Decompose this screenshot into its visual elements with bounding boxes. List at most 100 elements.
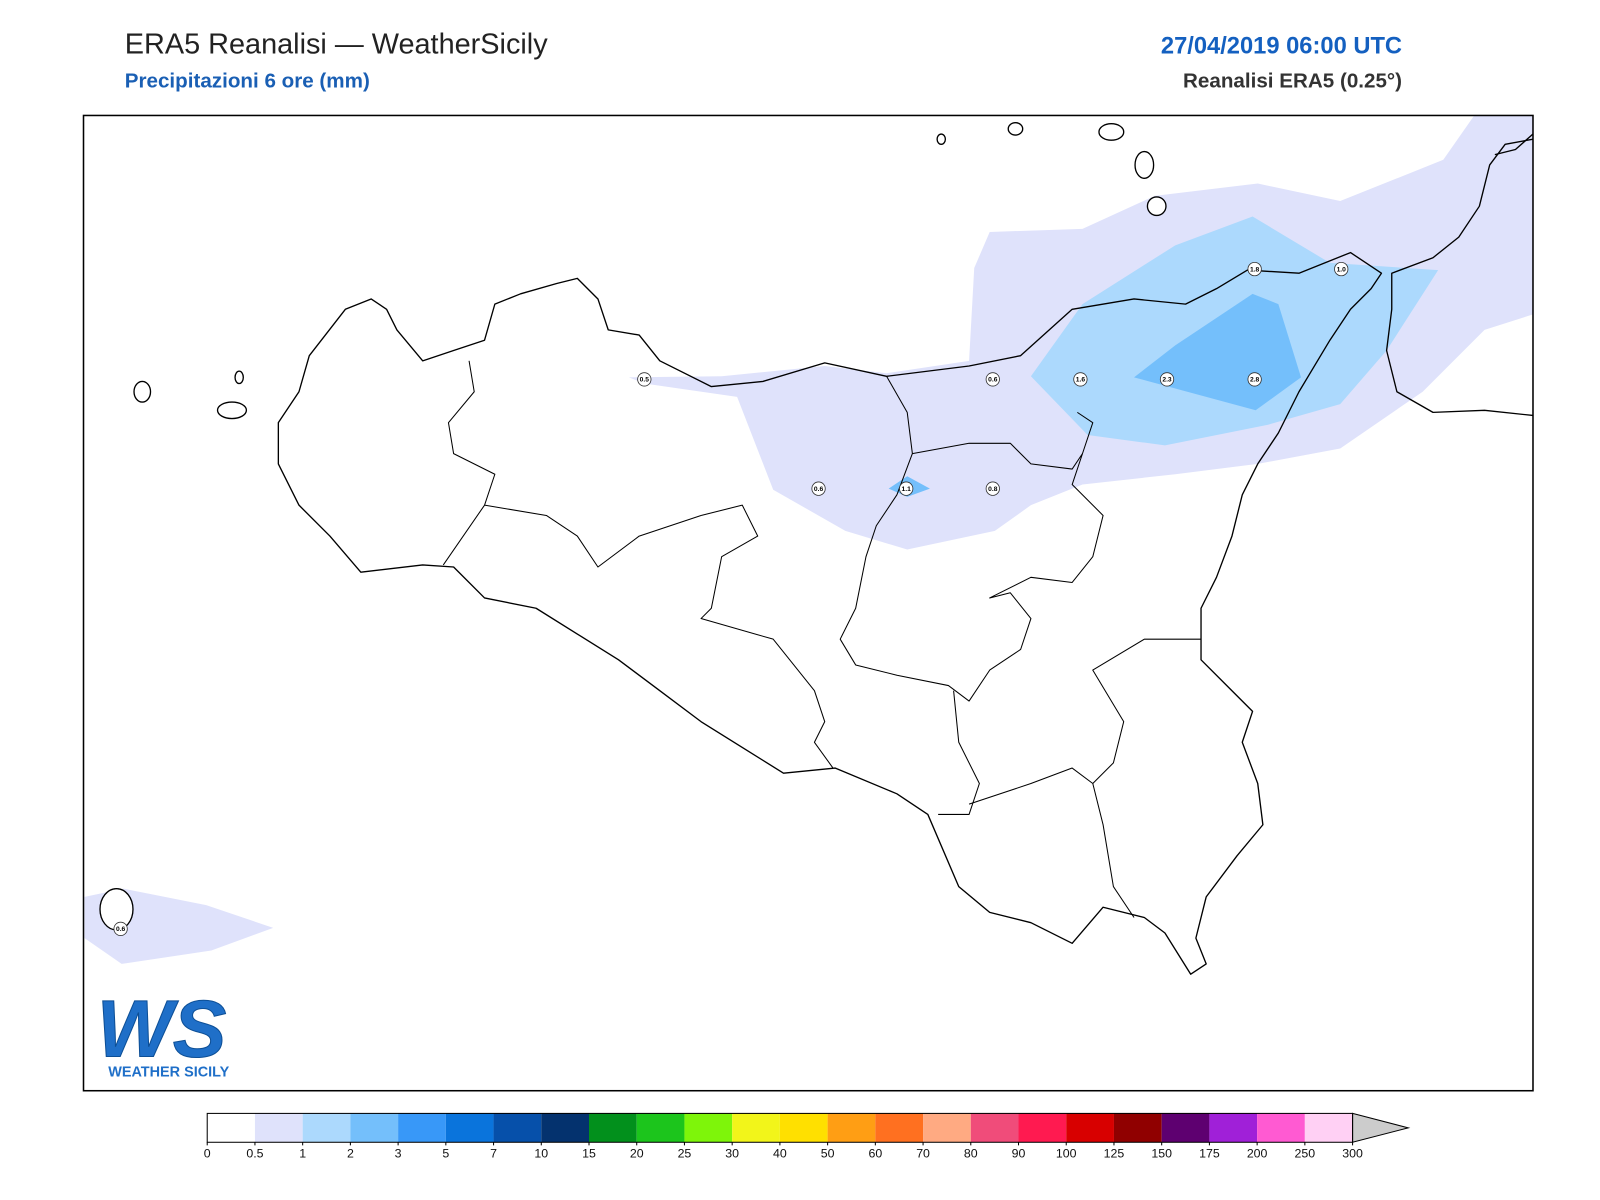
station-value: 0.8 xyxy=(988,486,998,493)
colorbar-bin xyxy=(398,1113,446,1143)
station-value: 1.6 xyxy=(1076,377,1086,384)
station-value: 2.3 xyxy=(1162,377,1172,384)
colorbar-bin xyxy=(254,1113,303,1143)
colorbar-bin xyxy=(1209,1113,1258,1143)
colorbar: 0 0.5 1 2 3 5 7 10 15 20 25 30 40 50 60 70 80 90 100 125 150… xyxy=(204,1112,1411,1161)
colorbar-bin xyxy=(732,1113,780,1143)
colorbar-tick-label: 90 xyxy=(1012,1147,1026,1161)
colorbar-bin xyxy=(1161,1113,1210,1143)
colorbar-bin xyxy=(493,1113,542,1143)
province-border xyxy=(938,690,980,815)
colorbar-bin xyxy=(684,1113,733,1143)
island xyxy=(216,401,248,420)
colorbar-tick-label: 150 xyxy=(1151,1147,1172,1161)
colorbar-tick-label: 60 xyxy=(868,1147,882,1161)
station-marker xyxy=(1073,372,1088,387)
island xyxy=(1098,123,1125,141)
map-area: 0.5 0.6 1.6 2.3 2.8 1.8 1.0 0.6 1.1 0.8 0.6 WS WEA… xyxy=(82,114,1534,1092)
station-value: 0.6 xyxy=(988,377,998,384)
island xyxy=(1007,122,1024,136)
station-value: 0.5 xyxy=(640,377,650,384)
colorbar-tick-label: 80 xyxy=(964,1147,978,1161)
coastlines xyxy=(99,122,1534,975)
title: ERA5 Reanalisi — WeatherSicily xyxy=(125,29,548,61)
colorbar-tick-label: 5 xyxy=(442,1147,449,1161)
station-marker xyxy=(899,481,914,496)
colorbar-tick-label: 7 xyxy=(490,1147,497,1161)
colorbar-bin xyxy=(779,1113,828,1143)
colorbar-tick-label: 2 xyxy=(347,1147,354,1161)
colorbar-tick-label: 3 xyxy=(395,1147,402,1161)
province-border xyxy=(912,442,1083,470)
colorbar-bin xyxy=(875,1113,924,1143)
colorbar-tick-label: 125 xyxy=(1104,1147,1125,1161)
colorbar-tick-label: 250 xyxy=(1295,1147,1316,1161)
station-labels: 0.5 0.6 1.6 2.3 2.8 1.8 1.0 0.6 1.1 0.8 0.6 xyxy=(113,261,1349,936)
map-frame xyxy=(82,114,1534,1092)
station-value: 1.0 xyxy=(1337,266,1347,273)
logo-name: WEATHER SICILY xyxy=(108,1064,229,1080)
colorbar-bin xyxy=(445,1113,494,1143)
colorbar-tick-label: 0 xyxy=(204,1147,211,1161)
station-marker xyxy=(1247,372,1262,387)
station-marker xyxy=(1247,261,1262,277)
island xyxy=(1146,196,1167,217)
colorbar-bin xyxy=(636,1113,685,1143)
station-value: 1.1 xyxy=(902,486,912,493)
logo: WS WEATHER SICILY xyxy=(96,984,229,1080)
province-border xyxy=(839,376,1104,702)
sicily-coast xyxy=(277,251,1383,975)
calabria-border xyxy=(1494,133,1534,156)
colorbar-bin xyxy=(589,1113,637,1143)
province-border xyxy=(1092,638,1202,784)
colorbar-bin xyxy=(1113,1113,1162,1143)
colorbar-tick-label: 300 xyxy=(1342,1147,1363,1161)
colorbar-tick-label: 40 xyxy=(773,1147,787,1161)
colorbar-tick-label: 20 xyxy=(630,1147,644,1161)
station-value: 0.6 xyxy=(814,486,824,493)
colorbar-bin xyxy=(350,1113,399,1143)
colorbar-tick-label: 175 xyxy=(1199,1147,1220,1161)
colorbar-tick-label: 200 xyxy=(1247,1147,1268,1161)
colorbar-bin xyxy=(1018,1113,1067,1143)
source: Reanalisi ERA5 (0.25°) xyxy=(1183,70,1402,93)
island xyxy=(133,380,152,403)
colorbar-tick-label: 0.5 xyxy=(246,1147,263,1161)
datetime: 27/04/2019 06:00 UTC xyxy=(1161,34,1402,60)
colorbar-bin xyxy=(970,1113,1019,1143)
province-border xyxy=(700,504,834,769)
station-marker xyxy=(985,481,1000,496)
province-borders xyxy=(442,360,1202,918)
calabria-coast xyxy=(1385,138,1534,417)
colorbar-tick-label: 70 xyxy=(916,1147,930,1161)
island xyxy=(1134,150,1155,180)
island xyxy=(234,370,244,385)
station-value: 1.8 xyxy=(1250,266,1260,273)
colorbar-bin xyxy=(1257,1113,1305,1143)
colorbar-tick-label: 1 xyxy=(299,1147,306,1161)
island xyxy=(936,133,947,145)
station-marker xyxy=(637,372,652,387)
station-marker xyxy=(1159,372,1175,387)
colorbar-bin xyxy=(923,1113,971,1143)
station-value: 2.8 xyxy=(1250,377,1260,384)
colorbar-bin xyxy=(827,1113,876,1143)
colorbar-bin xyxy=(207,1113,255,1143)
station-marker xyxy=(1334,261,1349,277)
colorbar-tick-label: 50 xyxy=(821,1147,835,1161)
station-marker xyxy=(811,481,826,496)
colorbar-bin xyxy=(302,1113,351,1143)
station-value: 0.6 xyxy=(116,926,126,933)
station-marker xyxy=(113,921,128,936)
colorbar-tick-label: 15 xyxy=(582,1147,596,1161)
colorbar-tick-label: 30 xyxy=(725,1147,739,1161)
colorbar-bin xyxy=(1066,1113,1114,1143)
colorbar-tick-label: 10 xyxy=(534,1147,548,1161)
station-marker xyxy=(985,372,1000,387)
subtitle: Precipitazioni 6 ore (mm) xyxy=(125,70,370,93)
colorbar-extend xyxy=(1352,1112,1411,1143)
logo-mark: WS xyxy=(97,985,227,1075)
colorbar-tick-label: 25 xyxy=(678,1147,692,1161)
